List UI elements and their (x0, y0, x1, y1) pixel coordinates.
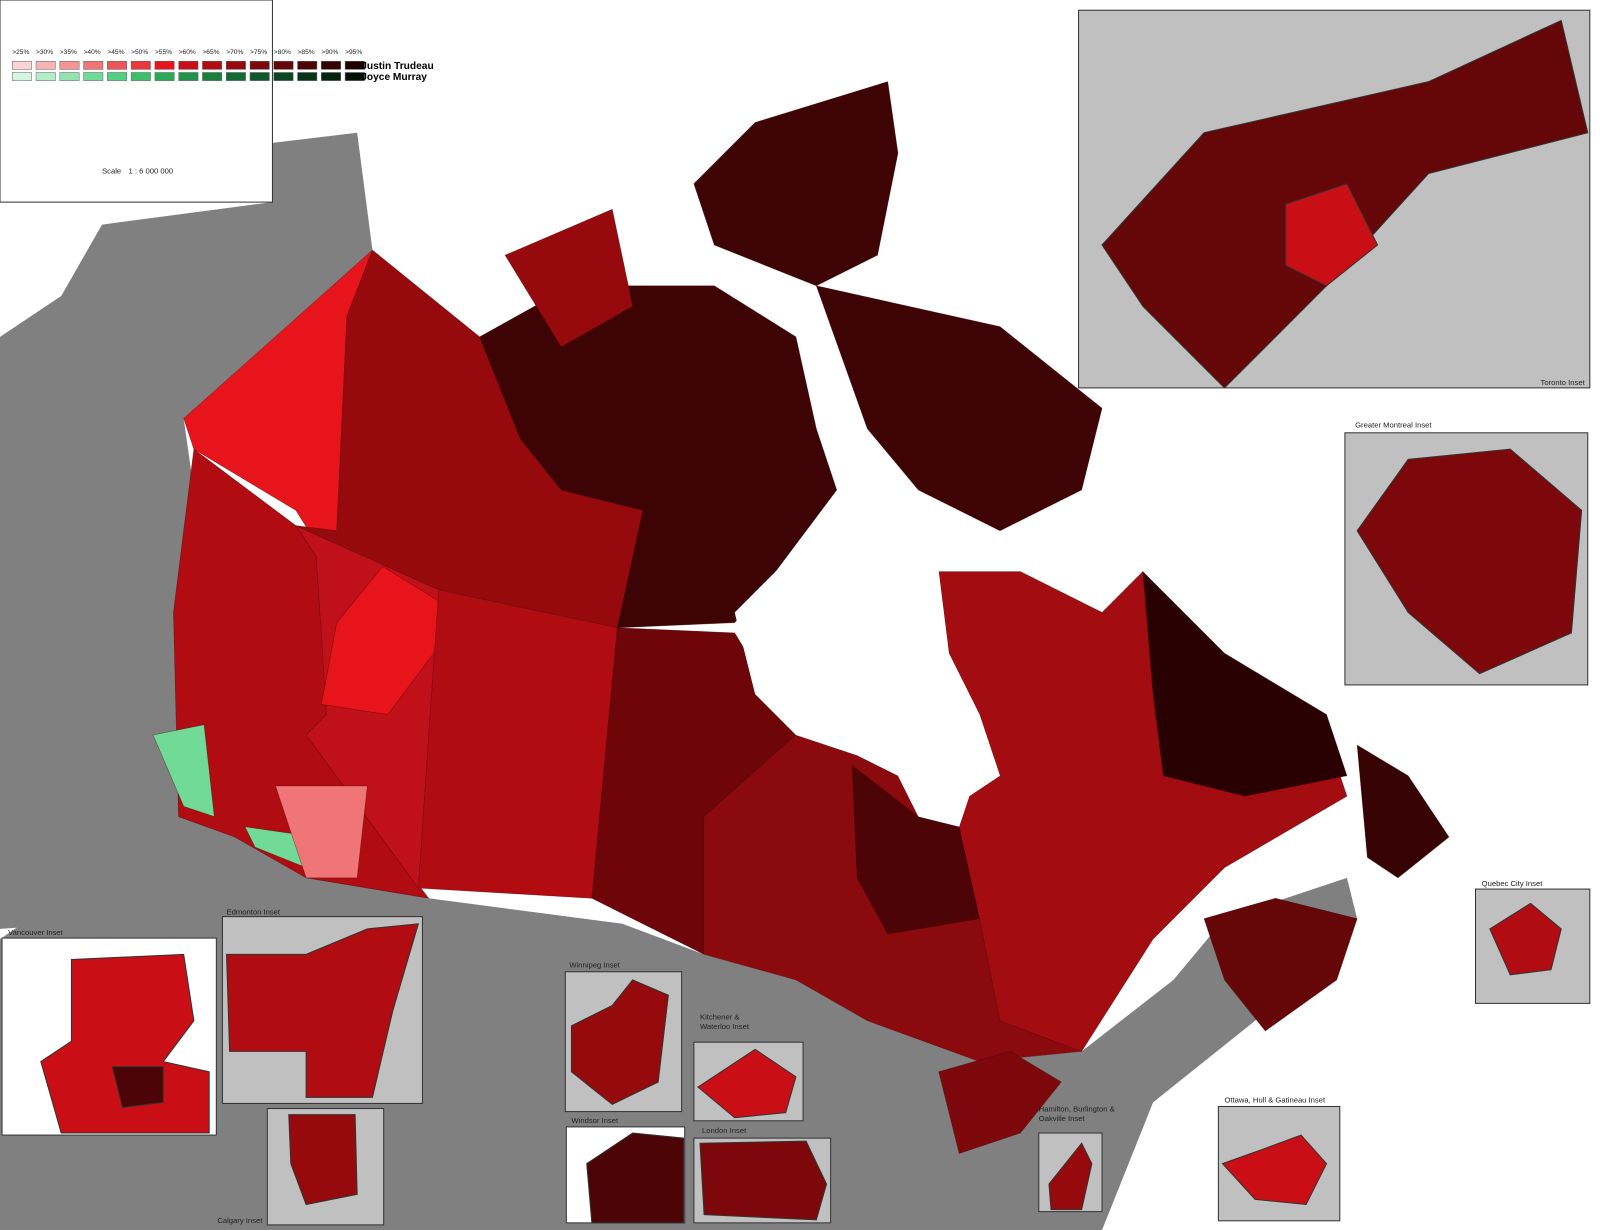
arctic-island (693, 81, 899, 287)
inset-region (288, 1114, 358, 1206)
legend-swatch (107, 60, 127, 70)
insets (1, 9, 1591, 1226)
legend-swatch (344, 60, 365, 70)
legend-swatch (107, 72, 127, 81)
arctic-island (504, 208, 633, 348)
inset-label: Edmonton Inset (227, 908, 281, 917)
legend-swatch (130, 60, 151, 70)
legend-threshold: >45% (107, 49, 124, 56)
legend-swatch (273, 72, 294, 81)
legend-swatch (35, 60, 56, 70)
southern-ontario (938, 1051, 1062, 1154)
legend-threshold: >40% (84, 49, 101, 56)
legend-swatch (59, 60, 80, 70)
inset-label: Quebec City Inset (1482, 879, 1544, 888)
legend-name: Joyce Murray (361, 72, 427, 83)
inset-region (40, 953, 210, 1134)
legend-swatch (35, 72, 56, 81)
inset-label: Greater Montreal Inset (1355, 421, 1432, 430)
inset-region (226, 923, 420, 1098)
inset-label: Windsor Inset (571, 1116, 619, 1125)
inset-region (111, 1066, 164, 1109)
legend-box (0, 0, 273, 203)
legend-swatch (344, 72, 365, 81)
legend-swatch (202, 60, 223, 70)
inset-region (1221, 1134, 1328, 1206)
legend-threshold: >35% (60, 49, 77, 56)
inset-region (570, 979, 669, 1106)
legend-swatch (321, 72, 341, 81)
legend-threshold: >85% (298, 49, 315, 56)
inset-region (1285, 183, 1379, 287)
hudson-bay (734, 530, 1000, 827)
legend-swatch (249, 72, 270, 81)
newfoundland (1356, 744, 1450, 879)
legend-threshold: >50% (131, 49, 148, 56)
legend-swatch (11, 60, 32, 70)
inset-label: Hamilton, Burlington & (1039, 1105, 1115, 1114)
inset-region (699, 1140, 828, 1221)
legend-threshold: >60% (179, 49, 196, 56)
inset-label: Calgary Inset (217, 1216, 263, 1225)
maritimes (1203, 897, 1358, 1032)
legend-threshold: >55% (155, 49, 172, 56)
legend-swatch (178, 60, 199, 70)
inset-labels: Toronto Inset Greater Montreal Inset Quebe… (8, 378, 1585, 1225)
inset-label: Oakville Inset (1039, 1114, 1086, 1123)
arctic-island (815, 285, 1103, 532)
inset-label: London Inset (702, 1126, 747, 1135)
canada (152, 81, 1450, 1154)
legend-swatch (130, 72, 151, 81)
legend: >25% >30% >35% >40% >45% >50% >55% >60% >65% >70%… (11, 49, 434, 83)
legend-swatch (154, 60, 175, 70)
inset-region (697, 1048, 797, 1119)
inset-region (1356, 448, 1583, 675)
legend-threshold: >75% (250, 49, 267, 56)
labrador (1142, 570, 1348, 797)
legend-swatch (202, 72, 223, 81)
legend-swatch (321, 60, 341, 70)
legend-threshold: >70% (226, 49, 243, 56)
legend-threshold: >90% (321, 49, 338, 56)
inset-region (1048, 1142, 1093, 1211)
vancouver-island (152, 724, 215, 818)
legend-swatch (249, 60, 270, 70)
inset-label: Waterloo Inset (700, 1022, 750, 1031)
saskatchewan (418, 589, 618, 899)
inset-label: Toronto Inset (1541, 378, 1586, 387)
legend-threshold: >30% (36, 49, 53, 56)
inset-label: Ottawa, Hull & Gatineau Inset (1224, 1095, 1326, 1104)
legend-swatch (11, 72, 32, 81)
scale-value: 1 : 6 000 000 (129, 167, 174, 176)
legend-threshold: >95% (345, 49, 362, 56)
legend-swatch (273, 60, 294, 70)
inset-region (586, 1132, 685, 1224)
scale-label: Scale (102, 167, 121, 176)
legend-swatch (225, 60, 246, 70)
legend-name: Justin Trudeau (361, 61, 433, 72)
bc-interior (275, 785, 368, 879)
legend-swatch (225, 72, 246, 81)
legend-swatch (154, 72, 175, 81)
inset-label: Kitchener & (700, 1013, 739, 1022)
legend-swatch (59, 72, 80, 81)
legend-swatch (297, 60, 318, 70)
inset-label: Vancouver Inset (8, 928, 64, 937)
legend-threshold: >80% (274, 49, 291, 56)
legend-threshold: >25% (12, 49, 29, 56)
legend-swatch (83, 72, 104, 81)
inset-label: Winnipeg Inset (569, 961, 620, 970)
inset-region (1489, 902, 1562, 976)
legend-threshold: >65% (202, 49, 219, 56)
legend-swatch (297, 72, 318, 81)
legend-swatch (178, 72, 199, 81)
legend-swatch (83, 60, 104, 70)
